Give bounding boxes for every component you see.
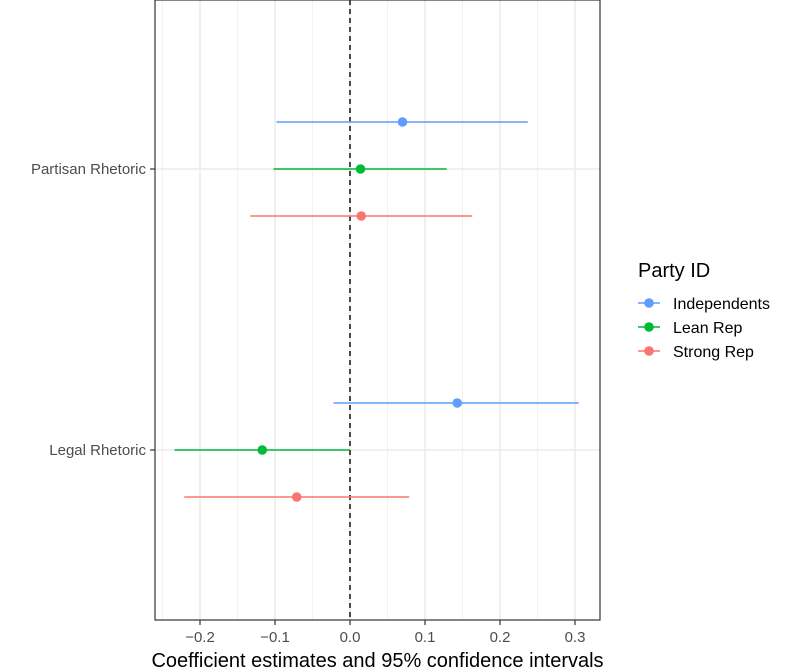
x-tick-label: 0.2 bbox=[490, 629, 511, 646]
grid bbox=[155, 0, 600, 620]
x-axis: −0.2 −0.1 0.0 0.1 0.2 0.3 bbox=[185, 620, 585, 646]
legend-key-point bbox=[644, 346, 654, 356]
estimate-point-strong-rep bbox=[356, 211, 367, 221]
legend-label: Lean Rep bbox=[673, 320, 742, 337]
legend-label: Independents bbox=[673, 296, 770, 313]
x-tick-label: 0.1 bbox=[415, 629, 436, 646]
estimate-point-lean-rep bbox=[257, 445, 268, 455]
y-tick-label: Partisan Rhetoric bbox=[31, 161, 147, 178]
legend-key-point bbox=[644, 298, 654, 308]
x-tick-label: −0.2 bbox=[185, 629, 215, 646]
legend-label: Strong Rep bbox=[673, 344, 754, 361]
x-axis-title: Coefficient estimates and 95% confidence… bbox=[151, 650, 603, 672]
legend: Party ID Independents Lean Rep Strong Rep bbox=[638, 260, 770, 361]
y-axis: Partisan Rhetoric Legal Rhetoric bbox=[31, 161, 155, 459]
legend-title: Party ID bbox=[638, 260, 710, 282]
estimate-point-lean-rep bbox=[355, 164, 366, 174]
data-marks bbox=[174, 117, 579, 502]
panel-border bbox=[154, 0, 601, 621]
x-tick-label: −0.1 bbox=[260, 629, 290, 646]
y-tick-label: Legal Rhetoric bbox=[49, 442, 146, 459]
estimate-point-independents bbox=[452, 398, 463, 408]
legend-key-point bbox=[644, 322, 654, 332]
x-tick-label: 0.0 bbox=[340, 629, 361, 646]
x-tick-label: 0.3 bbox=[565, 629, 586, 646]
estimate-point-independents bbox=[397, 117, 408, 127]
estimate-point-strong-rep bbox=[291, 492, 302, 502]
